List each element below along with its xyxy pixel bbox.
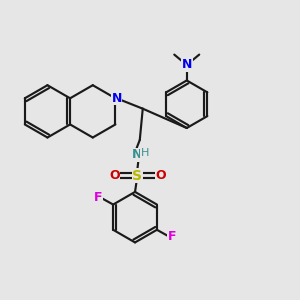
- Text: F: F: [168, 230, 177, 243]
- Text: N: N: [111, 92, 122, 105]
- Text: O: O: [155, 169, 166, 182]
- Text: F: F: [93, 191, 102, 204]
- Text: H: H: [141, 148, 149, 158]
- Text: N: N: [182, 58, 192, 71]
- Text: O: O: [109, 169, 119, 182]
- Text: S: S: [132, 169, 142, 183]
- Text: N: N: [132, 148, 142, 161]
